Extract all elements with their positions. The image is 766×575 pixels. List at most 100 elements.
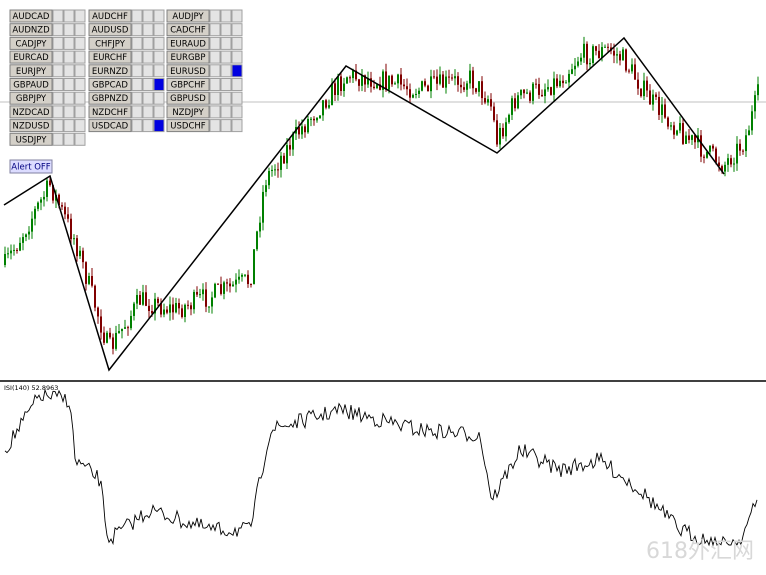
pair-button[interactable]: EURNZD [88, 64, 165, 78]
pair-button-box[interactable] [9, 119, 53, 133]
status-box [209, 9, 221, 23]
pair-button-label[interactable]: CADCHF [170, 26, 206, 36]
pair-button[interactable]: EURUSD [166, 64, 243, 78]
pair-button-label[interactable]: GBPCHF [171, 81, 206, 91]
pair-button-label[interactable]: CHFJPY [95, 39, 126, 49]
pair-button[interactable]: AUDJPY [166, 9, 243, 23]
pair-button[interactable]: GBPCHF [166, 78, 243, 91]
pair-button-box[interactable] [9, 78, 53, 91]
pair-button-box[interactable] [166, 64, 210, 78]
pair-button-box[interactable] [88, 91, 132, 105]
pair-button-box[interactable] [9, 9, 53, 23]
pair-button[interactable]: CADCHF [166, 23, 243, 37]
pair-button[interactable]: NZDUSD [9, 119, 86, 133]
pair-button-label[interactable]: EURGBP [170, 53, 205, 63]
pair-button-label[interactable]: CADJPY [16, 39, 48, 49]
pair-button-label[interactable]: GBPUSD [170, 94, 206, 104]
candle-body [157, 298, 159, 303]
pair-button-label[interactable]: EURUSD [170, 67, 206, 77]
pair-button-label[interactable]: EURCHF [93, 53, 127, 63]
pair-button-label[interactable]: NZDCHF [92, 108, 128, 118]
pair-button-label[interactable]: GBPAUD [13, 81, 49, 91]
pair-button[interactable]: EURCHF [88, 50, 165, 64]
pair-button-box[interactable] [166, 50, 210, 64]
pair-button-label[interactable]: AUDNZD [12, 26, 50, 36]
candle-body [757, 84, 759, 96]
pair-button-box[interactable] [9, 23, 53, 37]
candle-body [571, 69, 573, 74]
pair-button-box[interactable] [9, 50, 53, 64]
candle-body [709, 145, 711, 152]
pair-button[interactable]: NZDJPY [166, 105, 243, 119]
pair-button[interactable]: AUDCAD [9, 9, 86, 23]
pair-button[interactable]: CADJPY [9, 36, 86, 50]
pair-button-label[interactable]: EURJPY [16, 67, 47, 77]
pair-button[interactable]: NZDCHF [88, 105, 165, 119]
candle-body [469, 70, 471, 84]
candle-body [703, 156, 705, 158]
candle-body [199, 294, 201, 296]
pair-button-box[interactable] [9, 64, 53, 78]
pair-button[interactable]: GBPAUD [9, 78, 86, 91]
pair-button[interactable]: AUDCHF [88, 9, 165, 23]
pair-button[interactable]: GBPUSD [166, 91, 243, 105]
pair-button[interactable]: EURCAD [9, 50, 86, 64]
pair-button-box[interactable] [166, 23, 210, 37]
pair-button[interactable]: GBPJPY [9, 91, 86, 105]
pair-button-label[interactable]: EURAUD [170, 39, 206, 49]
pair-button-box[interactable] [166, 119, 210, 133]
pair-button-label[interactable]: GBPCAD [92, 81, 128, 91]
pair-button-label[interactable]: EURNZD [92, 67, 129, 77]
pair-button-label[interactable]: NZDCAD [12, 108, 49, 118]
alert-button-box[interactable] [9, 159, 53, 174]
pair-button-label[interactable]: NZDJPY [172, 108, 204, 118]
pair-button-box[interactable] [9, 36, 53, 50]
pair-button-box[interactable] [88, 36, 132, 50]
pair-button-box[interactable] [166, 9, 210, 23]
pair-button-box[interactable] [88, 64, 132, 78]
pair-button-label[interactable]: EURCAD [13, 53, 49, 63]
pair-button-label[interactable]: NZDUSD [13, 122, 50, 132]
pair-button-label[interactable]: GBPJPY [16, 94, 47, 104]
pair-button[interactable]: USDCHF [166, 119, 243, 133]
pair-button-label[interactable]: AUDCHF [92, 12, 128, 22]
pair-button-label[interactable]: USDCAD [92, 122, 129, 132]
pair-button-box[interactable] [88, 50, 132, 64]
pair-button-label[interactable]: AUDUSD [92, 26, 129, 36]
pair-button-label[interactable]: USDJPY [16, 135, 48, 145]
pair-button-label[interactable]: AUDJPY [172, 12, 204, 22]
pair-button-box[interactable] [166, 105, 210, 119]
pair-button[interactable]: CHFJPY [88, 36, 165, 50]
pair-button[interactable]: NZDCAD [9, 105, 86, 119]
pair-button-label[interactable]: GBPNZD [92, 94, 129, 104]
pair-button-box[interactable] [166, 91, 210, 105]
pair-button-box[interactable] [88, 23, 132, 37]
alert-button[interactable]: Alert OFF [9, 159, 53, 174]
pair-button-box[interactable] [166, 78, 210, 91]
pair-button[interactable]: GBPNZD [88, 91, 165, 105]
candle-body [52, 185, 54, 201]
pair-button-box[interactable] [88, 78, 132, 91]
pair-button[interactable]: AUDNZD [9, 23, 86, 37]
pair-button-box[interactable] [88, 9, 132, 23]
pair-button[interactable]: EURGBP [166, 50, 243, 64]
pair-button-box[interactable] [9, 91, 53, 105]
pair-button-label[interactable]: AUDCAD [13, 12, 50, 22]
pair-button-box[interactable] [88, 119, 132, 133]
pair-button[interactable]: AUDUSD [88, 23, 165, 37]
candle-body [682, 123, 684, 144]
candle-body [505, 122, 507, 137]
pair-button-box[interactable] [9, 132, 53, 146]
pair-button[interactable]: USDCAD [88, 119, 165, 133]
status-box [142, 91, 154, 105]
pair-button[interactable]: GBPCAD [88, 78, 165, 91]
pair-button-box[interactable] [166, 36, 210, 50]
pair-button[interactable]: EURAUD [166, 36, 243, 50]
status-box [209, 23, 221, 37]
pair-button-box[interactable] [9, 105, 53, 119]
pair-button[interactable]: USDJPY [9, 132, 86, 146]
pair-button[interactable]: EURJPY [9, 64, 86, 78]
pair-button-box[interactable] [88, 105, 132, 119]
alert-button-label[interactable]: Alert OFF [11, 163, 51, 173]
pair-button-label[interactable]: USDCHF [170, 122, 205, 132]
